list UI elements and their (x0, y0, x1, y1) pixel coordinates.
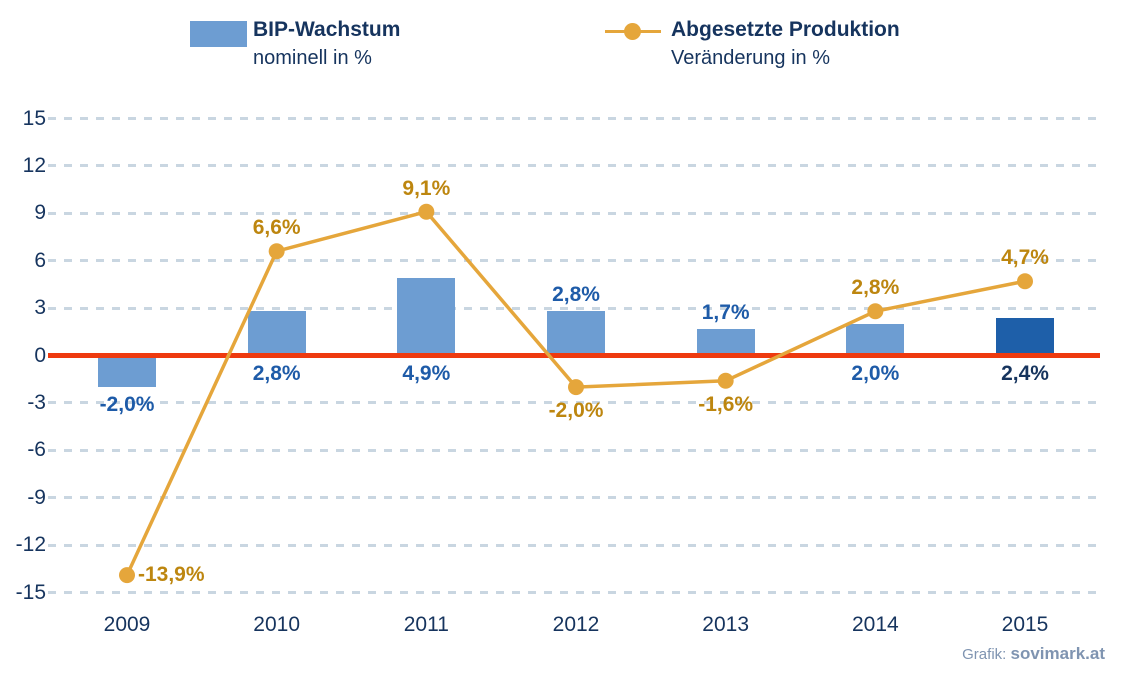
y-axis-tick-label: 3 (34, 296, 46, 320)
line-value-label: 4,7% (1001, 246, 1049, 270)
gridline (48, 543, 1100, 547)
line-value-label: -1,6% (698, 392, 754, 416)
line-marker-2015 (1017, 273, 1034, 290)
legend-line-marker-icon (624, 23, 641, 40)
gridline (48, 164, 1100, 168)
y-axis-tick-label: 0 (34, 343, 46, 367)
x-axis-label-2015: 2015 (1001, 613, 1049, 636)
bar-2015 (996, 317, 1054, 356)
y-axis-tick-label: 6 (34, 248, 46, 272)
bar-2010 (247, 311, 306, 356)
legend-line-entry: Abgesetzte Produktion Veränderung in % (671, 16, 900, 72)
gridline (48, 401, 1100, 405)
credit-line: Grafik: sovimark.at (962, 644, 1105, 664)
bar-value-label: 2,0% (851, 361, 900, 385)
legend-line-subtitle: Veränderung in % (671, 47, 831, 69)
gridline (48, 211, 1100, 215)
line-marker-2012 (568, 379, 585, 396)
bar-2014 (846, 323, 905, 356)
legend-bar-title: BIP-Wachstum (253, 18, 401, 41)
x-axis-label-2013: 2013 (702, 613, 750, 636)
gridline (48, 448, 1100, 452)
gridline (48, 306, 1100, 310)
y-axis-tick-label: 9 (34, 201, 46, 225)
bar-2009 (98, 355, 156, 388)
line-marker-2011 (418, 203, 435, 220)
line-value-label: 2,8% (851, 276, 900, 300)
bar-2013 (696, 328, 755, 356)
bar-value-label: 2,8% (252, 361, 301, 385)
x-axis-label-2011: 2011 (403, 613, 449, 636)
line-value-label: -2,0% (548, 399, 604, 423)
x-axis-label-2009: 2009 (103, 613, 151, 636)
credit-brand[interactable]: sovimark.at (1010, 644, 1106, 663)
y-axis-tick-label: -3 (27, 390, 46, 414)
line-marker-2013 (717, 372, 734, 389)
x-axis-label-2010: 2010 (253, 613, 301, 636)
bar-2011 (397, 278, 456, 356)
bar-value-label: 2,4% (1001, 361, 1049, 385)
line-value-label: 9,1% (402, 176, 451, 200)
bar-2012 (547, 311, 605, 356)
legend-bar-subtitle: nominell in % (253, 47, 372, 69)
line-value-label: -13,9% (138, 563, 205, 587)
y-axis-tick-label: 15 (22, 106, 46, 130)
y-axis-tick-label: 12 (22, 153, 46, 177)
line-marker-2010 (268, 243, 285, 260)
line-value-label: 6,6% (252, 216, 301, 240)
bar-value-label: 4,9% (402, 361, 451, 385)
y-axis-tick-label: -9 (27, 485, 46, 509)
bar-value-label: 2,8% (552, 283, 600, 307)
y-axis-tick-label: -6 (27, 438, 46, 462)
line-marker-2009 (119, 567, 135, 584)
y-axis-tick-label: -12 (15, 533, 46, 557)
gridline (48, 259, 1100, 263)
line-marker-2014 (867, 303, 884, 320)
legend-line-title: Abgesetzte Produktion (671, 18, 900, 41)
gridline (48, 591, 1100, 594)
x-axis-label-2012: 2012 (552, 613, 600, 636)
bar-value-label: -2,0% (99, 393, 155, 417)
gridline (48, 496, 1100, 500)
zero-line (48, 353, 1100, 358)
y-axis-tick-label: -15 (15, 580, 46, 604)
legend-bar-entry: BIP-Wachstum nominell in % (253, 16, 400, 72)
legend-bar-swatch (190, 21, 247, 47)
credit-prefix: Grafik: (962, 646, 1007, 663)
x-axis-label-2014: 2014 (851, 613, 899, 636)
gridline (48, 117, 1100, 120)
bar-value-label: 1,7% (701, 300, 750, 324)
